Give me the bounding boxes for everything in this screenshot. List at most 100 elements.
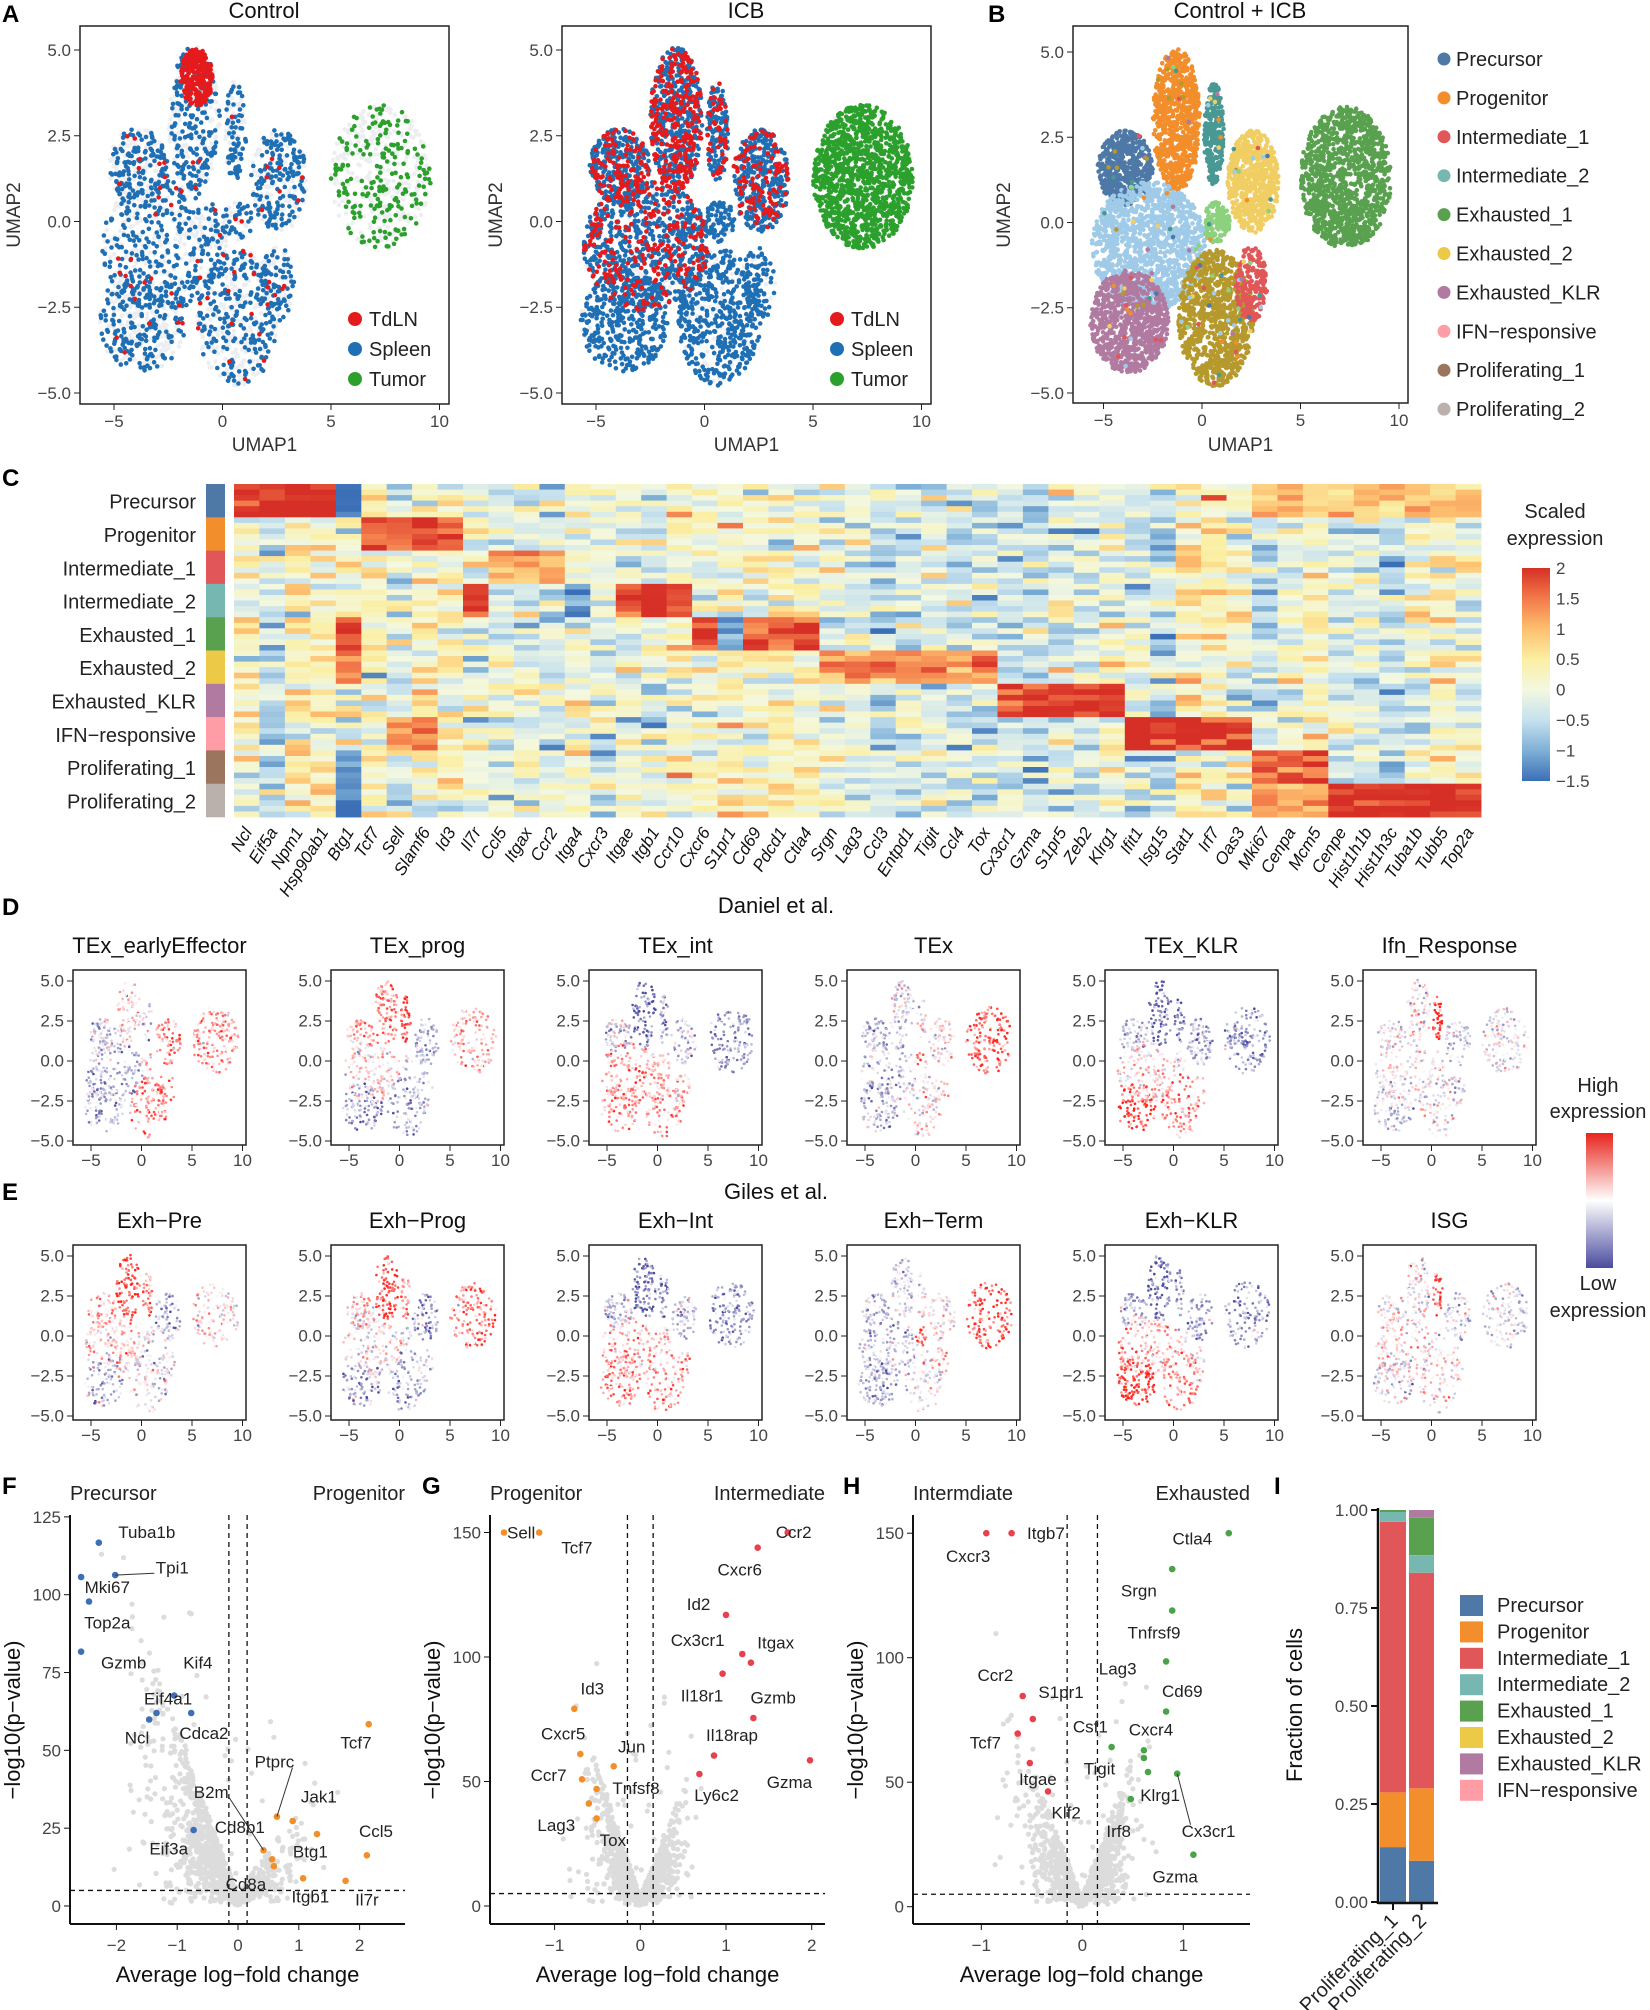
umap-point	[134, 248, 138, 252]
umap-point	[242, 382, 246, 386]
umap-point-spleen	[127, 177, 132, 182]
umap-point-spleen	[122, 346, 127, 351]
umap-point	[108, 255, 112, 259]
umap-point-spleen	[244, 211, 249, 216]
umap-point-spleen	[242, 326, 247, 331]
umap-point-spleen	[171, 180, 176, 185]
umap-point-tdln	[230, 115, 235, 120]
umap-point-spleen	[274, 265, 279, 270]
umap-point-spleen	[185, 107, 190, 112]
umap-point-spleen	[204, 172, 209, 177]
umap-point	[177, 240, 181, 244]
umap-point-spleen	[173, 244, 178, 249]
umap-point-tdln	[229, 321, 234, 326]
umap-point-tdln	[197, 99, 202, 104]
umap-point-spleen	[188, 299, 193, 304]
umap-point-tumor	[329, 176, 334, 181]
umap-point-spleen	[104, 220, 109, 225]
umap-point-spleen	[141, 324, 146, 329]
umap-point-tumor	[401, 191, 406, 196]
umap-point-spleen	[169, 285, 174, 290]
umap-point-tumor	[378, 165, 383, 170]
umap-point	[333, 200, 337, 204]
umap-point-tumor	[380, 107, 385, 112]
umap-point-tumor	[421, 184, 426, 189]
umap-point-spleen	[100, 249, 105, 254]
umap-point-tdln	[195, 259, 200, 264]
umap-point	[687, 316, 691, 320]
umap-point-spleen	[122, 330, 127, 335]
umap-point-spleen	[281, 173, 286, 178]
umap-point	[404, 155, 408, 159]
umap-point-spleen	[279, 132, 284, 137]
umap-point-spleen	[149, 220, 154, 225]
umap-point	[201, 335, 205, 339]
umap-point-spleen	[150, 191, 155, 196]
umap-point-spleen	[205, 158, 210, 163]
umap-point-spleen	[203, 179, 208, 184]
umap-point-tdln	[138, 157, 143, 162]
umap-point-spleen	[153, 299, 158, 304]
umap-point-spleen	[193, 264, 198, 269]
umap-point-spleen	[262, 136, 267, 141]
umap-point	[168, 139, 172, 143]
umap-point-tdln	[218, 233, 223, 238]
umap-point-spleen	[103, 318, 108, 323]
umap-point-spleen	[289, 274, 294, 279]
umap-point-spleen	[191, 165, 196, 170]
umap-point-spleen	[200, 251, 205, 256]
umap-point	[392, 179, 396, 183]
umap-point-tumor	[387, 148, 392, 153]
umap-point-spleen	[264, 321, 269, 326]
umap-point-tumor	[419, 201, 424, 206]
umap-point-spleen	[246, 219, 251, 224]
umap-point-spleen	[122, 233, 127, 238]
umap-point-spleen	[212, 350, 217, 355]
umap-point-spleen	[106, 288, 111, 293]
umap-point-spleen	[201, 129, 206, 134]
umap-point-tumor	[378, 133, 383, 138]
umap-point-spleen	[102, 309, 107, 314]
umap-point-spleen	[174, 292, 179, 297]
umap-point-spleen	[236, 141, 241, 146]
umap-point-spleen	[275, 147, 280, 152]
umap-point	[720, 286, 724, 290]
umap-point-spleen	[249, 316, 254, 321]
umap-point-spleen	[108, 264, 113, 269]
umap-point-spleen	[110, 292, 115, 297]
umap-point-spleen	[184, 303, 189, 308]
umap-point-spleen	[132, 146, 137, 151]
umap-point-spleen	[606, 345, 611, 350]
umap-point-spleen	[278, 318, 283, 323]
umap-point-spleen	[187, 216, 192, 221]
umap-point	[112, 208, 116, 212]
umap-point	[182, 144, 186, 148]
umap-point-spleen	[121, 141, 126, 146]
umap-point-tdln	[260, 208, 265, 213]
umap-point	[773, 281, 777, 285]
umap-point-spleen	[256, 286, 261, 291]
umap-point-spleen	[274, 273, 279, 278]
umap-point-tumor	[351, 205, 356, 210]
umap-point-tumor	[341, 163, 346, 168]
umap-point-spleen	[119, 147, 124, 152]
umap-point-spleen	[690, 311, 695, 316]
umap-point-tdln	[114, 335, 119, 340]
umap-point-spleen	[243, 300, 248, 305]
umap-point-spleen	[215, 239, 220, 244]
umap-point-spleen	[262, 214, 267, 219]
umap-point-tumor	[403, 139, 408, 144]
umap-point	[253, 306, 257, 310]
umap-point-spleen	[196, 169, 201, 174]
umap-point-spleen	[169, 356, 174, 361]
umap-point	[403, 115, 407, 119]
umap-point	[98, 320, 102, 324]
umap-point-spleen	[200, 293, 205, 298]
umap-point-spleen	[285, 153, 290, 158]
umap-point-tdln	[205, 296, 210, 301]
umap-point	[351, 221, 355, 225]
umap-point-spleen	[236, 90, 241, 95]
umap-point-spleen	[290, 138, 295, 143]
umap-point-tumor	[385, 159, 390, 164]
umap-point-tumor	[373, 215, 378, 220]
